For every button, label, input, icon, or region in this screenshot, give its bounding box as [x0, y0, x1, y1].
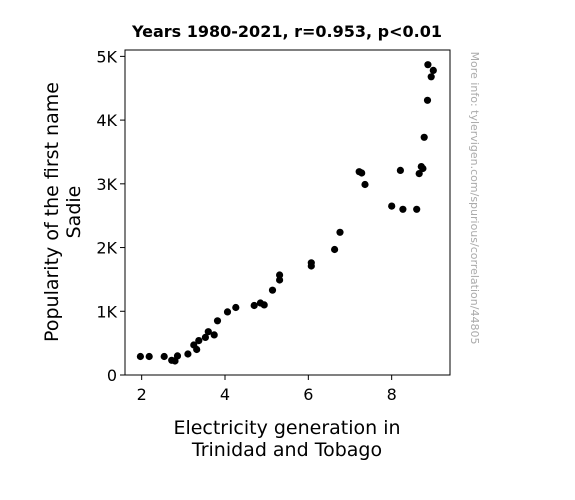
x-tick-label-1: 4 [220, 385, 230, 404]
data-point-32 [413, 205, 421, 213]
data-point-5 [173, 352, 182, 360]
data-point-10 [201, 333, 209, 341]
data-point-30 [396, 166, 404, 174]
data-point-11 [204, 328, 212, 336]
y-tick-label-0: 0 [107, 366, 117, 385]
data-point-29 [388, 202, 396, 210]
data-point-8 [193, 345, 201, 354]
data-point-20 [276, 276, 284, 284]
x-tick-label-0: 2 [137, 385, 147, 404]
data-point-21 [276, 271, 284, 279]
x-tick-label-2: 6 [303, 385, 313, 404]
data-point-40 [429, 66, 437, 74]
plot-area: 2 4 6 8 0 1K 2K 3K 4K 5K [96, 47, 451, 404]
data-point-28 [361, 180, 369, 189]
data-point-0 [136, 352, 144, 361]
y-tick-label-3: 3K [96, 175, 117, 194]
data-point-39 [427, 73, 435, 81]
data-point-24 [331, 245, 339, 254]
y-axis-label-line-2: Sadie [63, 186, 85, 239]
data-point-18 [260, 301, 268, 309]
y-tick-label-1: 1K [96, 302, 117, 321]
data-point-25 [336, 228, 344, 236]
x-axis-label-line-1: Electricity generation in [173, 417, 400, 439]
x-axis-label-line-2: Trinidad and Tobago [191, 439, 382, 461]
data-point-2 [160, 352, 168, 361]
y-tick-label-4: 4K [96, 111, 117, 130]
data-point-36 [420, 133, 428, 141]
data-point-38 [424, 61, 432, 69]
y-axis-label-line-1: Popularity of the first name [41, 82, 63, 342]
x-tick-label-3: 8 [387, 385, 397, 404]
data-point-14 [223, 308, 232, 316]
points-layer [136, 61, 437, 365]
data-point-16 [250, 301, 258, 310]
chart-title: Years 1980-2021, r=0.953, p<0.01 [131, 22, 442, 41]
data-point-1 [145, 352, 153, 361]
x-axis: 2 4 6 8 [137, 375, 397, 404]
source-note: More info: tylervigen.com/spurious/corre… [468, 52, 481, 345]
data-point-23 [307, 259, 315, 267]
plot-frame [124, 49, 451, 376]
y-tick-label-2: 2K [96, 239, 117, 258]
data-point-9 [195, 337, 203, 345]
data-point-35 [419, 164, 427, 173]
data-point-15 [232, 303, 240, 312]
data-point-6 [184, 350, 192, 358]
data-point-19 [268, 286, 277, 294]
data-point-31 [399, 205, 407, 213]
data-point-33 [415, 170, 423, 178]
y-tick-label-5: 5K [96, 47, 117, 66]
data-point-13 [213, 317, 222, 325]
data-point-12 [210, 331, 218, 339]
data-point-37 [423, 96, 432, 104]
data-point-27 [358, 169, 366, 177]
y-axis: 0 1K 2K 3K 4K 5K [96, 47, 125, 385]
